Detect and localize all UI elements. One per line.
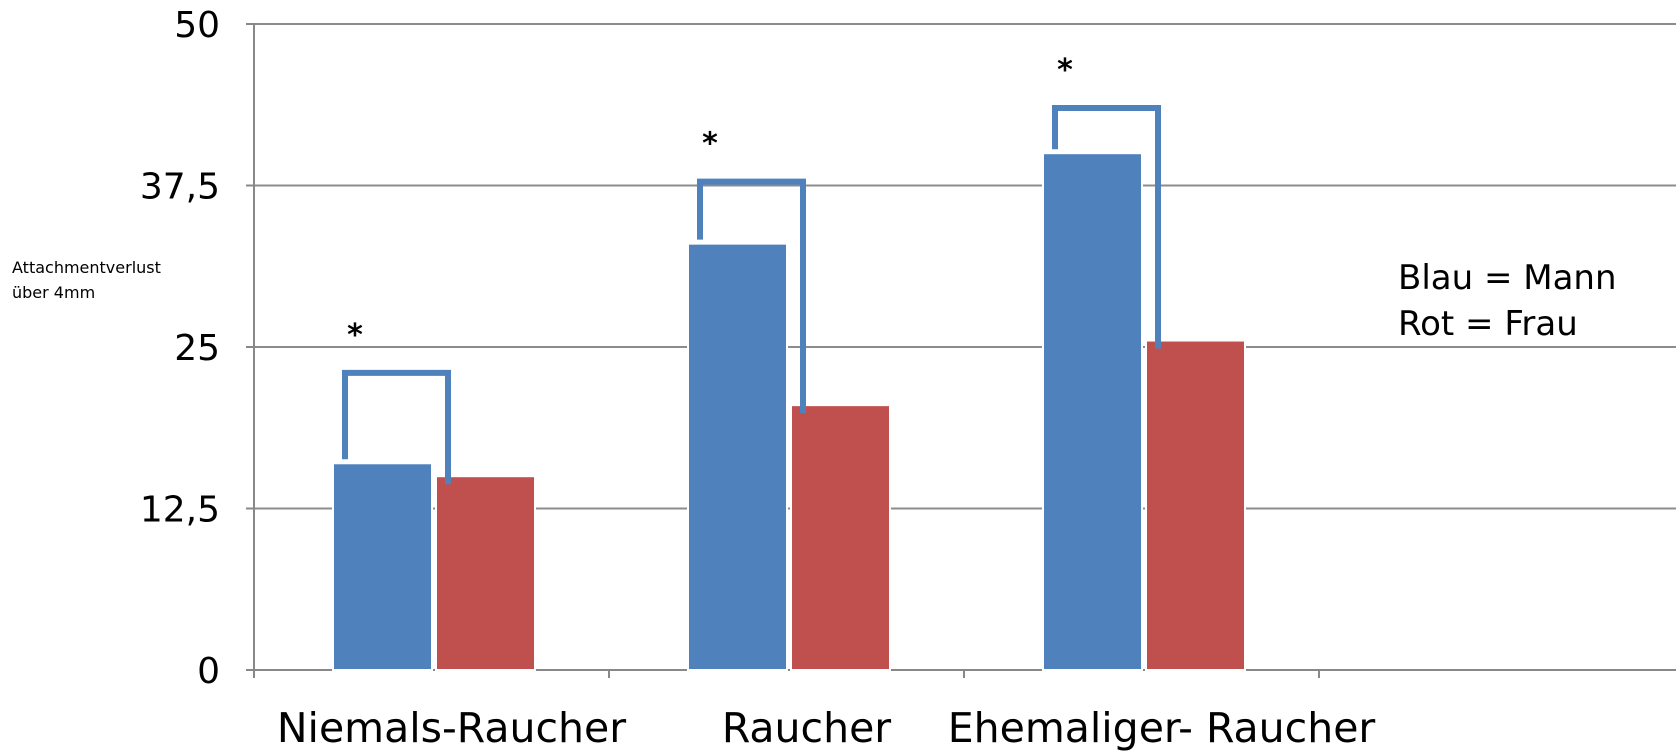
significance-bracket [697, 178, 806, 414]
bar [1145, 339, 1246, 671]
y-tick-label: 0 [197, 651, 220, 692]
bar [790, 404, 891, 671]
y-tick-label: 12,5 [140, 490, 220, 531]
bar [332, 462, 433, 671]
y-tick-labels: 0 12,5 25 37,5 50 [140, 5, 220, 692]
x-tick-label: Ehemaliger- Raucher [948, 704, 1376, 752]
bar [1042, 152, 1143, 671]
legend-line-blue: Blau = Mann [1398, 258, 1617, 298]
x-tick-label: Raucher [722, 704, 891, 752]
significance-brackets: * * * [342, 53, 1161, 485]
bar [435, 475, 536, 672]
x-tick-labels: Niemals-Raucher Raucher Ehemaliger- Rauche… [277, 704, 1376, 752]
y-axis-label-line-2: über 4mm [12, 283, 95, 302]
bars [332, 152, 1246, 672]
y-tick-label: 25 [174, 328, 220, 369]
significance-marker: * [1057, 53, 1073, 88]
significance-bracket [1052, 104, 1161, 349]
x-tick-label: Niemals-Raucher [277, 704, 626, 752]
y-axis-label-line-1: Attachmentverlust [12, 258, 161, 277]
significance-marker: * [347, 318, 363, 353]
bar [687, 242, 788, 671]
y-tick-label: 50 [174, 5, 220, 46]
significance-marker: * [702, 127, 718, 162]
y-tick-label: 37,5 [140, 167, 220, 208]
legend-line-red: Rot = Frau [1398, 304, 1578, 344]
significance-bracket [342, 369, 451, 485]
